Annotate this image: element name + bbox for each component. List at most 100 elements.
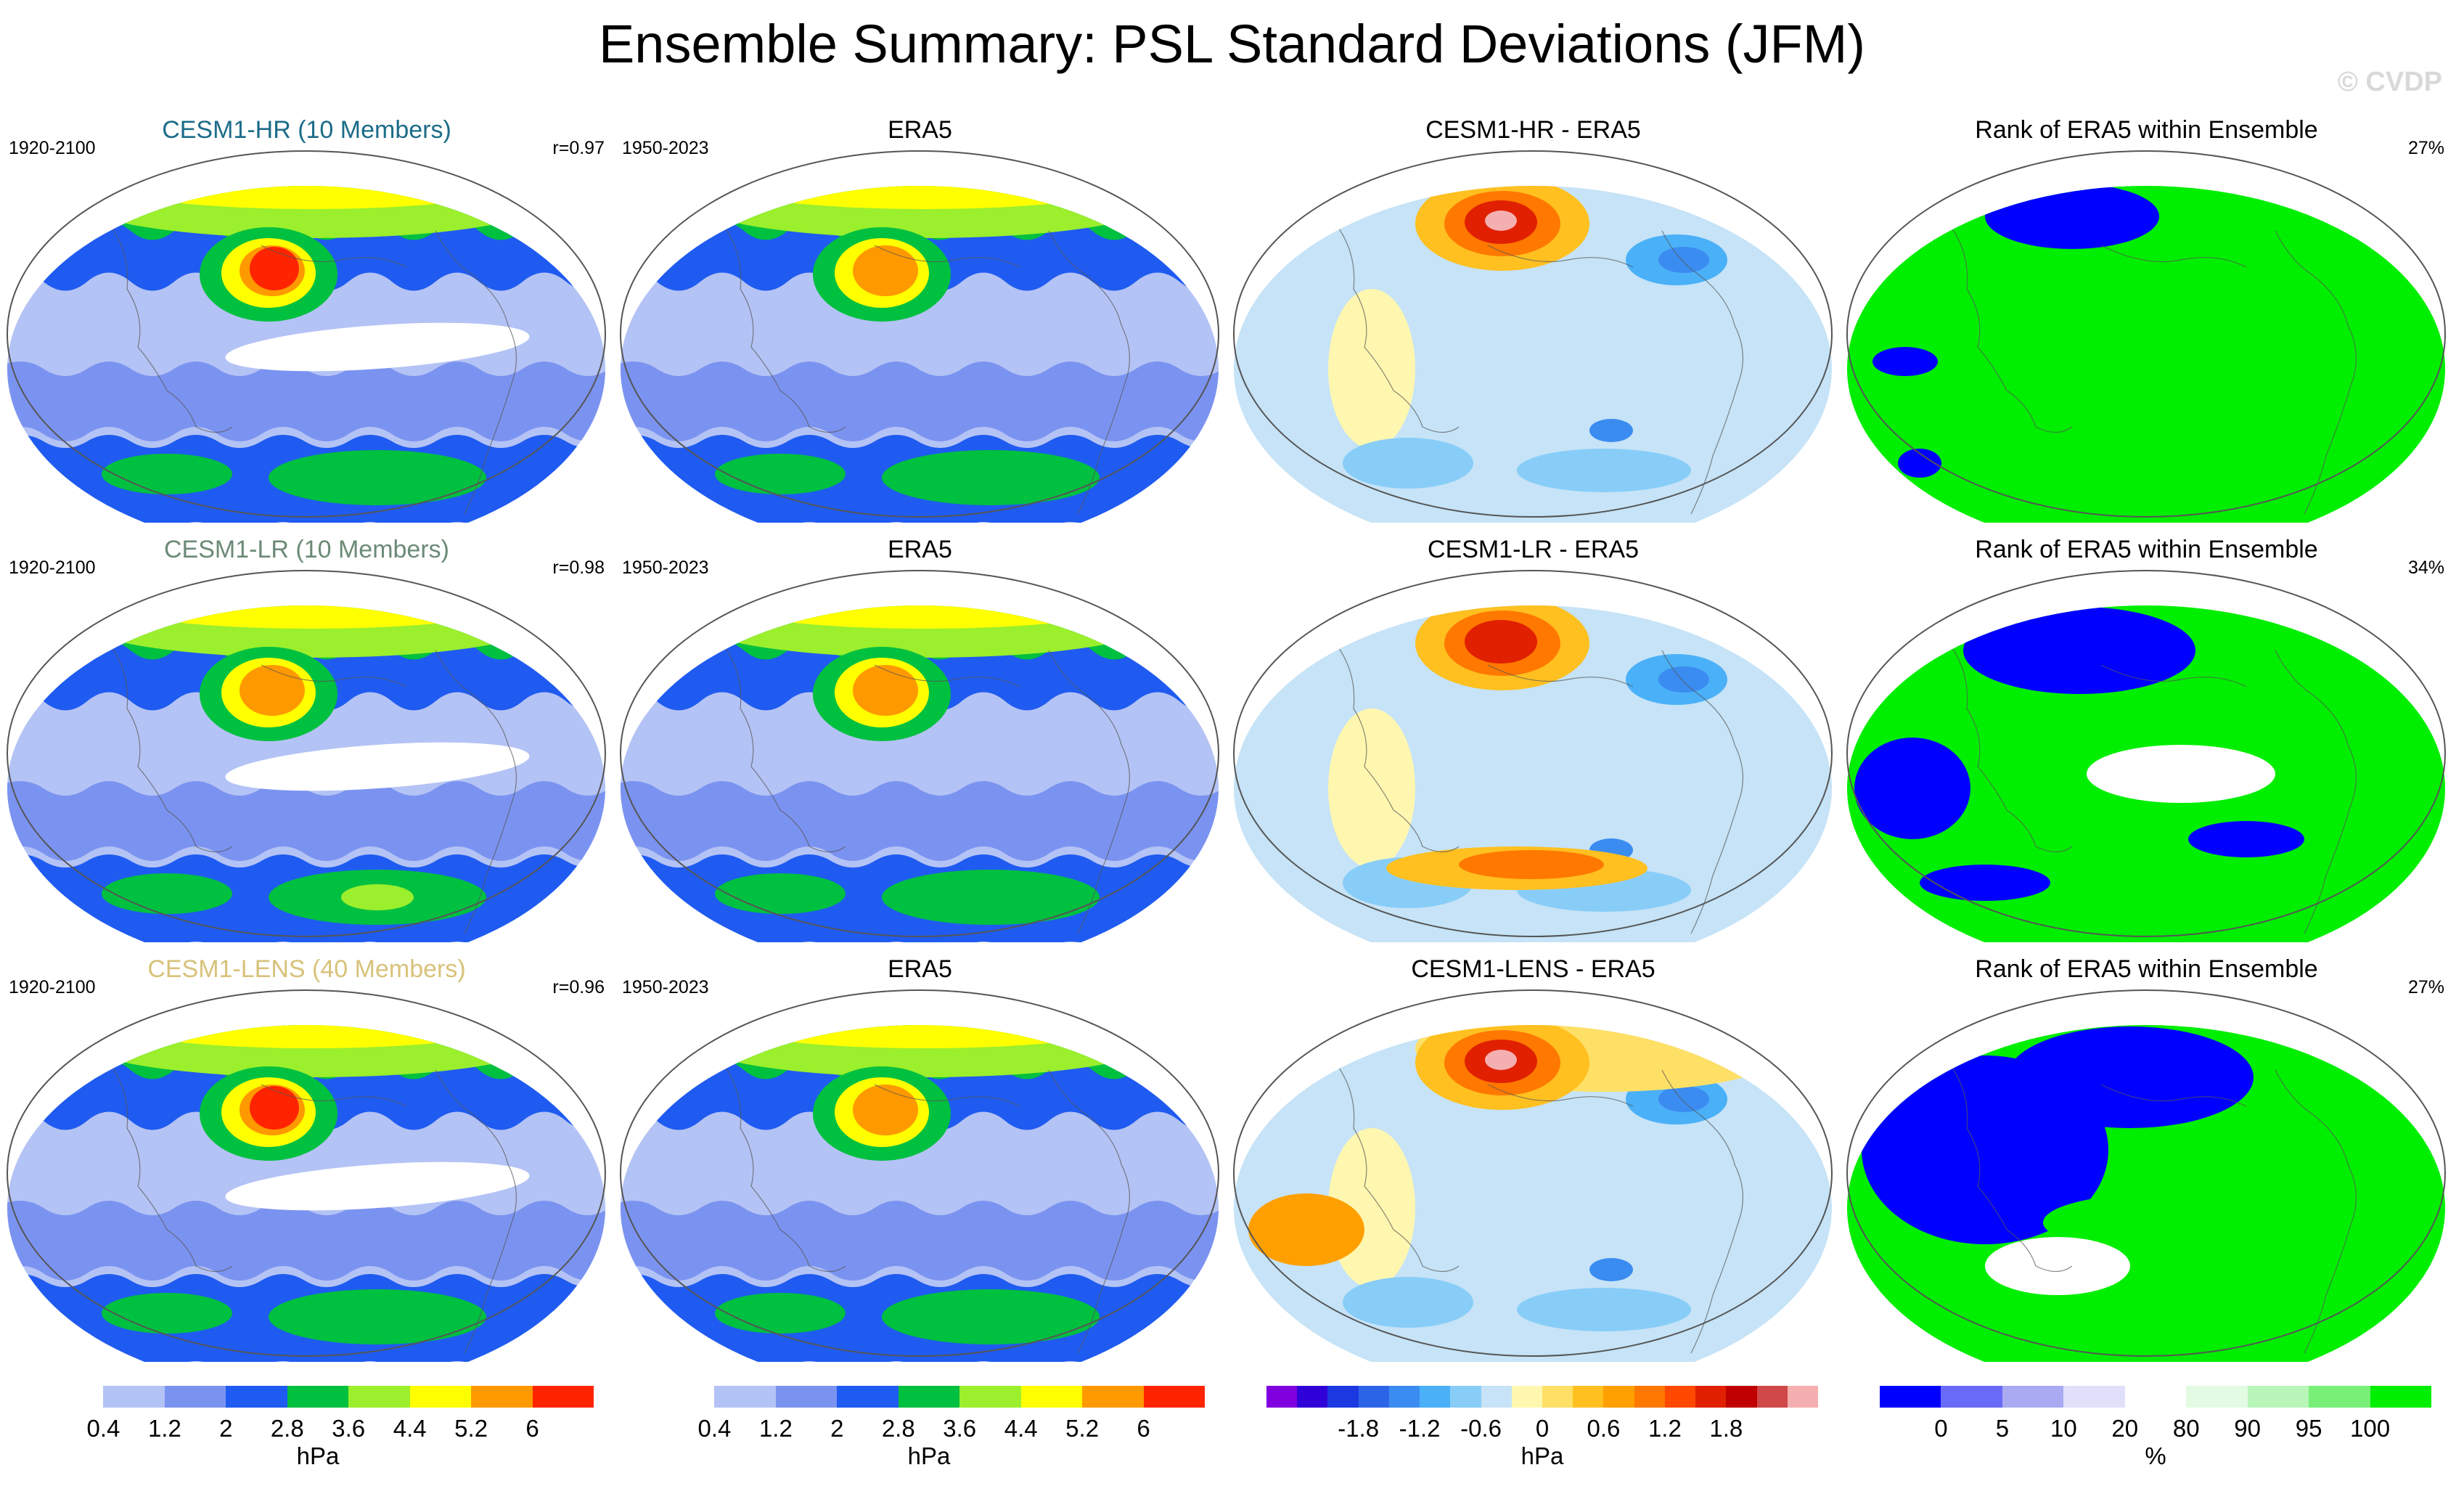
colorbar-swatch: [532, 1386, 594, 1408]
map-field: [1234, 605, 1832, 942]
colorbar-swatch: [1358, 1386, 1390, 1408]
panel-diff-3: CESM1-LENS - ERA5: [1227, 955, 1840, 1362]
world-map: [7, 150, 606, 523]
coastline: [2100, 1084, 2247, 1107]
world-map: [620, 989, 1219, 1362]
stddev-colorbar-2: 0.4 1.2 2 2.8 3.6 4.4 5.2 6 hPa: [653, 1383, 1206, 1485]
coastline: [1393, 809, 1460, 853]
world-map: [1233, 570, 1833, 942]
period-label: 1920-2100: [9, 977, 96, 997]
north-america-negative-core: [1658, 247, 1709, 273]
world-map: [1846, 150, 2446, 523]
coastline: [1661, 650, 1743, 804]
arctic-red-core: [679, 997, 795, 1019]
correlation-label: r=0.98: [552, 558, 605, 578]
aleutian-low-orange-core: [872, 675, 904, 701]
colorbar-swatch: [1143, 1386, 1206, 1408]
coastline: [1048, 650, 1130, 804]
southern-band-blue: [7, 1201, 605, 1281]
colorbar-tick-label: 90: [2234, 1415, 2262, 1442]
map-field: [1847, 605, 2445, 942]
southern-ocean-positive-core: [1459, 850, 1604, 879]
colorbar-swatch: [1297, 1386, 1328, 1408]
coastline: [1393, 1229, 1460, 1273]
southern-ocean-negative-core: [1589, 419, 1633, 442]
southern-ocean-negative-core: [1589, 1258, 1633, 1281]
page-title: Ensemble Summary: PSL Standard Deviation…: [598, 14, 1866, 74]
southern-ocean-maximum: [715, 873, 846, 914]
aleutian-positive-inner: [1465, 620, 1537, 664]
colorbar-tick-label: 0: [1934, 1415, 1948, 1442]
map-outline: [1233, 150, 1833, 518]
arctic-yellow-band: [708, 186, 1143, 209]
arctic-yellow-band: [94, 605, 530, 629]
colorbar-swatch: [2124, 1386, 2187, 1408]
map-field: [7, 1025, 605, 1362]
colorbar-swatch: [1542, 1386, 1573, 1408]
southern-band-blue: [7, 781, 605, 861]
tropical-minimum-white: [225, 1162, 530, 1211]
coastline: [1948, 223, 2007, 391]
colorbar-tick-label: 100: [2350, 1415, 2391, 1442]
coastline: [108, 223, 168, 391]
arctic-red-core: [65, 578, 181, 600]
panel-title: ERA5: [888, 536, 952, 563]
map-outline: [620, 570, 1219, 937]
map-outline: [1846, 150, 2446, 518]
colorbar-tick-label: 0.6: [1587, 1415, 1621, 1442]
colorbar-swatch: [2247, 1386, 2309, 1408]
southern-ocean-maximum: [269, 450, 486, 505]
colorbar-swatch: [898, 1386, 960, 1408]
map-field: [1234, 1025, 1832, 1362]
panel-obs-1: ERA5 1950-2023: [613, 116, 1227, 523]
arctic-yellow-band: [94, 1025, 530, 1048]
coastline: [464, 802, 512, 934]
map-field: [7, 186, 605, 523]
colorbar-swatch: [1266, 1386, 1298, 1408]
colorbar-tick-label: 0: [1535, 1415, 1550, 1442]
panel-title: CESM1-HR - ERA5: [1425, 116, 1641, 144]
coastline: [721, 1062, 781, 1230]
colorbar-tick-label: 80: [2172, 1415, 2200, 1442]
coastline: [261, 664, 407, 687]
colorbar-tick-label: 0.4: [86, 1415, 120, 1442]
southern-ocean-maximum: [102, 873, 232, 914]
coastline: [1690, 802, 1739, 934]
world-map: [620, 570, 1219, 942]
arctic-yellow-band: [94, 186, 530, 209]
coastline: [1690, 383, 1739, 515]
coastline: [1335, 223, 1394, 391]
colorbar-tick-label: 3.6: [332, 1415, 366, 1442]
coastline: [2304, 383, 2352, 515]
colorbar-swatch: [653, 1386, 715, 1408]
southern-ocean-negative: [1343, 1277, 1473, 1328]
colorbar-swatch: [1020, 1386, 1083, 1408]
coastline: [166, 809, 233, 853]
low-rank-region: [1854, 738, 1970, 839]
colorbar-swatch: [1450, 1386, 1482, 1408]
southern-ocean-maximum: [882, 1289, 1100, 1344]
colorbar-swatch: [471, 1386, 533, 1408]
colorbar-tick-label: 5: [1995, 1415, 2010, 1442]
colorbar-swatch: [1634, 1386, 1666, 1408]
panel-title: Rank of ERA5 within Ensemble: [1975, 116, 2318, 144]
arctic-red-core: [679, 578, 795, 600]
panel-model-3: CESM1-LENS (40 Members) 1920-2100 r=0.96: [0, 955, 613, 1362]
colorbar-swatch: [1756, 1386, 1788, 1408]
colorbar-tick-label: -0.6: [1460, 1415, 1502, 1442]
map-outline: [1233, 989, 1833, 1357]
aleutian-low-orange-core: [872, 1095, 904, 1121]
southern-ocean-maximum: [102, 454, 232, 494]
colorbar-tick-label: 2: [830, 1415, 844, 1442]
southern-ocean-maximum: [882, 870, 1100, 925]
panel-title: CESM1-LR (10 Members): [164, 536, 449, 563]
coastline: [108, 1062, 168, 1230]
world-map: [7, 989, 606, 1362]
coastline: [1661, 230, 1743, 384]
colorbar-tick-label: 20: [2111, 1415, 2139, 1442]
high-rank-region: [2043, 1193, 2275, 1252]
low-rank-region: [2007, 1026, 2254, 1128]
colorbar-swatch: [1511, 1386, 1543, 1408]
atlantic-positive-core: [1248, 1193, 1364, 1266]
colorbar-tick-label: 1.2: [147, 1415, 181, 1442]
